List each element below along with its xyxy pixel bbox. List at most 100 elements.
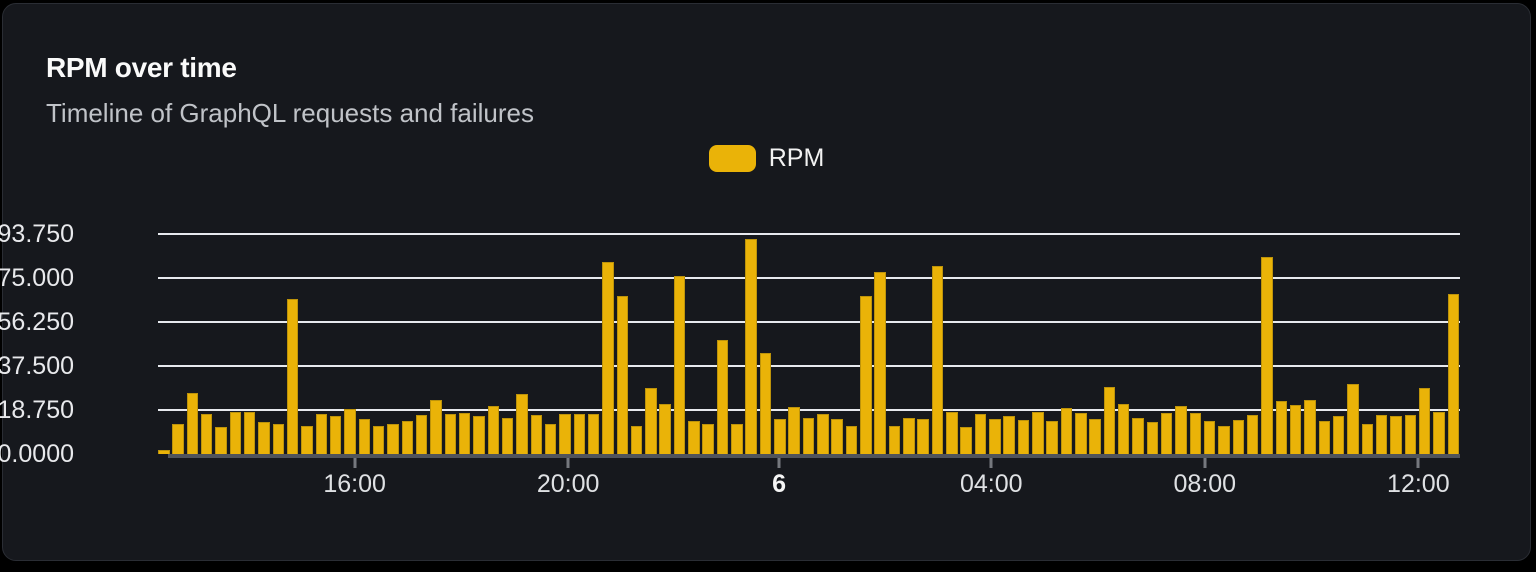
bar: [559, 414, 571, 454]
rpm-bar-chart: 0.0000 18.750 37.500 56.250 75.000 93.750 16:0…: [0, 4, 1530, 560]
gridline: [158, 233, 1460, 235]
bar: [1175, 405, 1187, 454]
bar: [1289, 404, 1302, 454]
bar: [659, 403, 671, 454]
x-axis-label: 04:00: [959, 470, 1023, 498]
bar: [1447, 294, 1460, 454]
bar: [831, 418, 843, 454]
bar: [917, 418, 929, 454]
bar: [931, 266, 944, 454]
bar: [229, 411, 242, 454]
x-axis-baseline: [168, 454, 1460, 458]
bar: [616, 295, 628, 454]
bar: [315, 414, 328, 454]
bar: [1117, 403, 1130, 454]
bar: [1218, 425, 1230, 454]
bar: [1246, 415, 1259, 454]
bar: [487, 405, 500, 454]
bar: [401, 421, 414, 454]
bar: [544, 423, 557, 454]
x-axis-tick: [1203, 458, 1207, 468]
x-axis-label: 12:00: [1387, 470, 1450, 498]
bar: [788, 407, 800, 454]
bar: [745, 239, 757, 454]
bar: [372, 425, 385, 454]
bar: [430, 400, 442, 454]
bar: [645, 388, 657, 454]
bar: [673, 275, 686, 454]
bar: [774, 418, 786, 454]
bar: [1046, 421, 1058, 454]
bar: [974, 414, 987, 454]
legend-swatch-rpm[interactable]: [708, 144, 756, 172]
y-axis-label: 18.750: [0, 396, 74, 424]
bar: [344, 409, 356, 454]
bar: [301, 425, 313, 454]
bar: [1089, 418, 1101, 454]
bar: [759, 353, 772, 454]
bar: [860, 295, 872, 454]
bar: [501, 417, 514, 454]
bar: [1060, 408, 1073, 454]
bar: [415, 415, 428, 454]
bar: [874, 272, 886, 454]
y-axis-label: 37.500: [0, 352, 74, 380]
bar: [888, 425, 901, 454]
bar: [1032, 411, 1044, 454]
bar: [1332, 416, 1345, 454]
bar: [1433, 411, 1445, 454]
bar: [587, 414, 600, 454]
bar: [172, 423, 184, 454]
panel-subtitle: Timeline of GraphQL requests and failure…: [46, 98, 534, 128]
bar: [716, 340, 729, 454]
bar: [1003, 416, 1015, 454]
bar: [946, 411, 958, 454]
y-axis-label: 56.250: [0, 308, 74, 336]
bar: [1103, 387, 1116, 454]
bar: [1189, 412, 1202, 454]
legend: RPM: [3, 143, 1530, 173]
bar: [243, 411, 256, 454]
bar: [960, 427, 972, 454]
bar: [516, 394, 528, 454]
bar: [1132, 417, 1144, 454]
bar: [286, 299, 299, 454]
chart-panel: RPM over time Timeline of GraphQL reques…: [0, 3, 1531, 561]
bar: [1318, 421, 1331, 454]
x-axis-tick: [989, 458, 993, 468]
bar: [1160, 412, 1173, 454]
bar: [903, 417, 915, 454]
bar: [1275, 401, 1288, 454]
gridline: [158, 365, 1460, 367]
bar: [1418, 388, 1431, 454]
bar: [1304, 400, 1316, 454]
x-axis-label: 20:00: [536, 470, 600, 498]
y-axis-label: 75.000: [0, 264, 74, 292]
y-axis-label: 93.750: [0, 220, 74, 248]
plot-area: 0.0000 18.750 37.500 56.250 75.000 93.750 16:0…: [0, 221, 1460, 498]
bar: [1146, 422, 1159, 454]
bar: [473, 416, 485, 454]
bar: [258, 422, 270, 454]
bar: [215, 427, 227, 454]
bar: [444, 414, 457, 454]
bar: [702, 423, 714, 454]
bar: [1203, 421, 1216, 454]
gridline: [158, 409, 1460, 411]
bar: [1261, 256, 1273, 454]
bar: [387, 423, 399, 454]
gridline: [158, 321, 1460, 323]
bar: [1390, 416, 1402, 454]
bar: [1075, 412, 1087, 454]
x-axis-label: 6: [772, 470, 786, 498]
bar: [530, 415, 543, 454]
bar: [1375, 415, 1388, 454]
bar: [1347, 383, 1359, 454]
bar: [989, 418, 1001, 454]
legend-label-rpm[interactable]: RPM: [768, 143, 825, 172]
bar: [602, 261, 614, 454]
bar: [1361, 423, 1374, 454]
bar: [272, 423, 285, 454]
bar: [630, 425, 643, 454]
gridline: [158, 277, 1460, 279]
